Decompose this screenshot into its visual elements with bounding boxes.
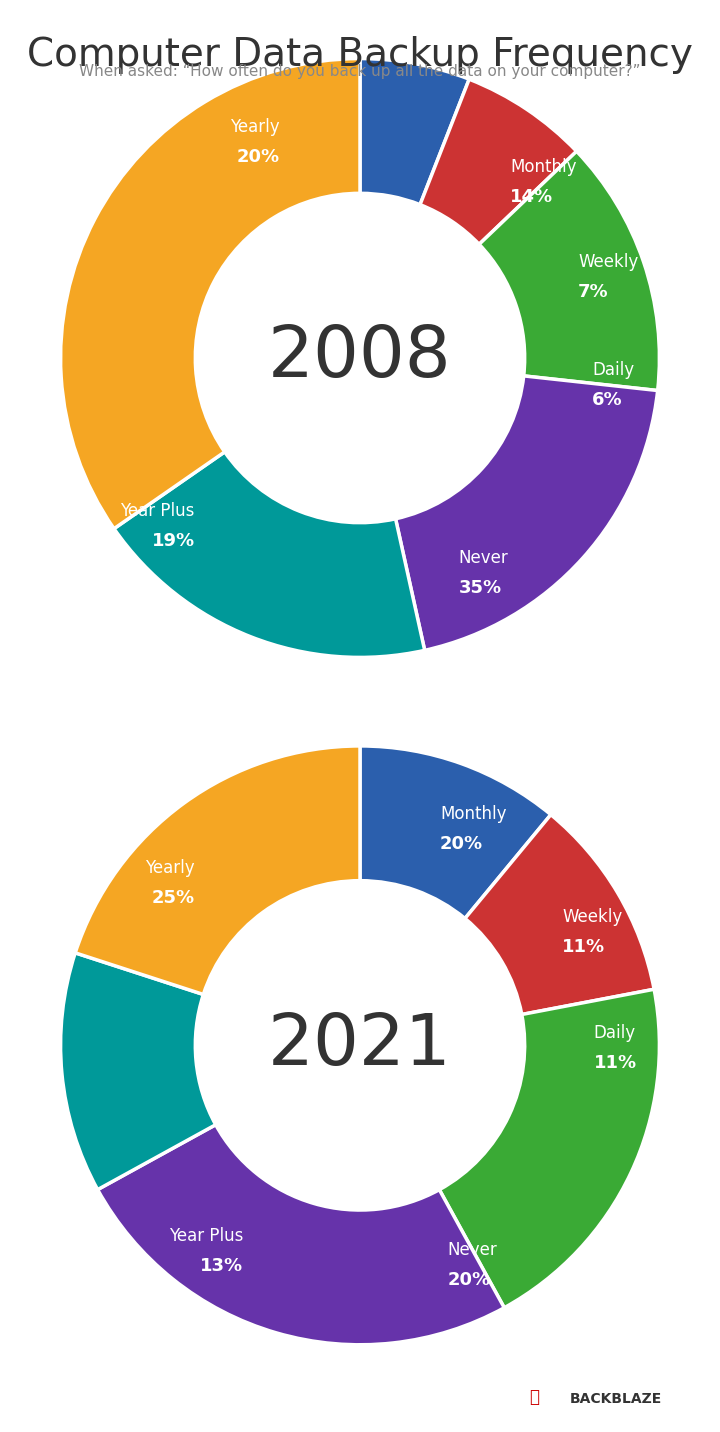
Wedge shape	[360, 746, 551, 918]
Text: 35%: 35%	[459, 579, 502, 597]
Wedge shape	[114, 453, 425, 657]
Text: 11%: 11%	[593, 1054, 636, 1073]
Text: 14%: 14%	[510, 188, 553, 206]
Wedge shape	[479, 152, 660, 391]
Wedge shape	[420, 79, 577, 245]
Text: 20%: 20%	[448, 1270, 490, 1289]
Text: Never: Never	[448, 1242, 498, 1259]
Text: Yearly: Yearly	[145, 859, 195, 878]
Wedge shape	[360, 59, 469, 205]
Text: Year Plus: Year Plus	[169, 1227, 243, 1244]
Text: 19%: 19%	[152, 533, 195, 550]
Wedge shape	[60, 59, 360, 528]
Text: Daily: Daily	[593, 361, 634, 379]
Text: Monthly: Monthly	[510, 158, 577, 176]
Text: 11%: 11%	[562, 938, 606, 955]
Text: Never: Never	[459, 548, 508, 567]
Text: 7%: 7%	[578, 284, 608, 301]
Wedge shape	[60, 952, 216, 1190]
Text: 🔥: 🔥	[529, 1388, 539, 1406]
Text: 20%: 20%	[237, 147, 280, 166]
Text: Year Plus: Year Plus	[120, 503, 195, 520]
Text: Yearly: Yearly	[230, 117, 280, 136]
Text: Monthly: Monthly	[440, 805, 506, 823]
Wedge shape	[98, 1124, 504, 1345]
Text: Weekly: Weekly	[578, 253, 639, 271]
Text: Computer Data Backup Frequency: Computer Data Backup Frequency	[27, 36, 693, 74]
Text: 13%: 13%	[200, 1257, 243, 1274]
Text: Weekly: Weekly	[562, 908, 623, 925]
Wedge shape	[439, 990, 660, 1307]
Text: 2021: 2021	[268, 1011, 452, 1080]
Text: When asked: “How often do you back up all the data on your computer?”: When asked: “How often do you back up al…	[79, 64, 641, 79]
Wedge shape	[75, 746, 360, 994]
Wedge shape	[395, 375, 657, 650]
Text: 6%: 6%	[593, 391, 623, 410]
Text: 2008: 2008	[268, 324, 452, 392]
Text: Daily: Daily	[593, 1024, 636, 1042]
Text: BACKBLAZE: BACKBLAZE	[570, 1392, 662, 1406]
Text: 25%: 25%	[152, 889, 195, 908]
Wedge shape	[465, 815, 654, 1014]
Text: 20%: 20%	[440, 835, 483, 853]
